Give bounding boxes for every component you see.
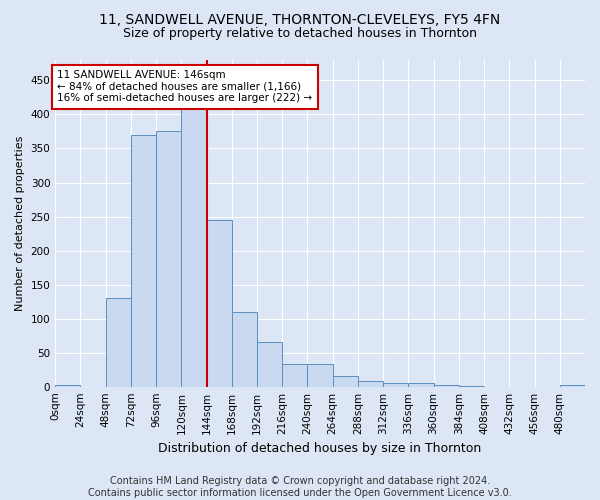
Bar bbox=[409, 384, 434, 386]
Text: Size of property relative to detached houses in Thornton: Size of property relative to detached ho… bbox=[123, 28, 477, 40]
Text: 11 SANDWELL AVENUE: 146sqm
← 84% of detached houses are smaller (1,166)
16% of s: 11 SANDWELL AVENUE: 146sqm ← 84% of deta… bbox=[57, 70, 313, 103]
Bar bbox=[560, 384, 585, 386]
Bar bbox=[206, 220, 232, 386]
Bar bbox=[358, 381, 383, 386]
Text: 11, SANDWELL AVENUE, THORNTON-CLEVELEYS, FY5 4FN: 11, SANDWELL AVENUE, THORNTON-CLEVELEYS,… bbox=[100, 12, 500, 26]
Bar bbox=[156, 132, 181, 386]
Bar bbox=[106, 298, 131, 386]
Y-axis label: Number of detached properties: Number of detached properties bbox=[15, 136, 25, 311]
Bar bbox=[257, 342, 282, 386]
Bar bbox=[55, 384, 80, 386]
X-axis label: Distribution of detached houses by size in Thornton: Distribution of detached houses by size … bbox=[158, 442, 482, 455]
Bar bbox=[332, 376, 358, 386]
Bar bbox=[383, 384, 409, 386]
Bar bbox=[181, 108, 206, 386]
Bar bbox=[232, 312, 257, 386]
Bar bbox=[307, 364, 332, 386]
Bar bbox=[131, 135, 156, 386]
Text: Contains HM Land Registry data © Crown copyright and database right 2024.
Contai: Contains HM Land Registry data © Crown c… bbox=[88, 476, 512, 498]
Bar bbox=[282, 364, 307, 386]
